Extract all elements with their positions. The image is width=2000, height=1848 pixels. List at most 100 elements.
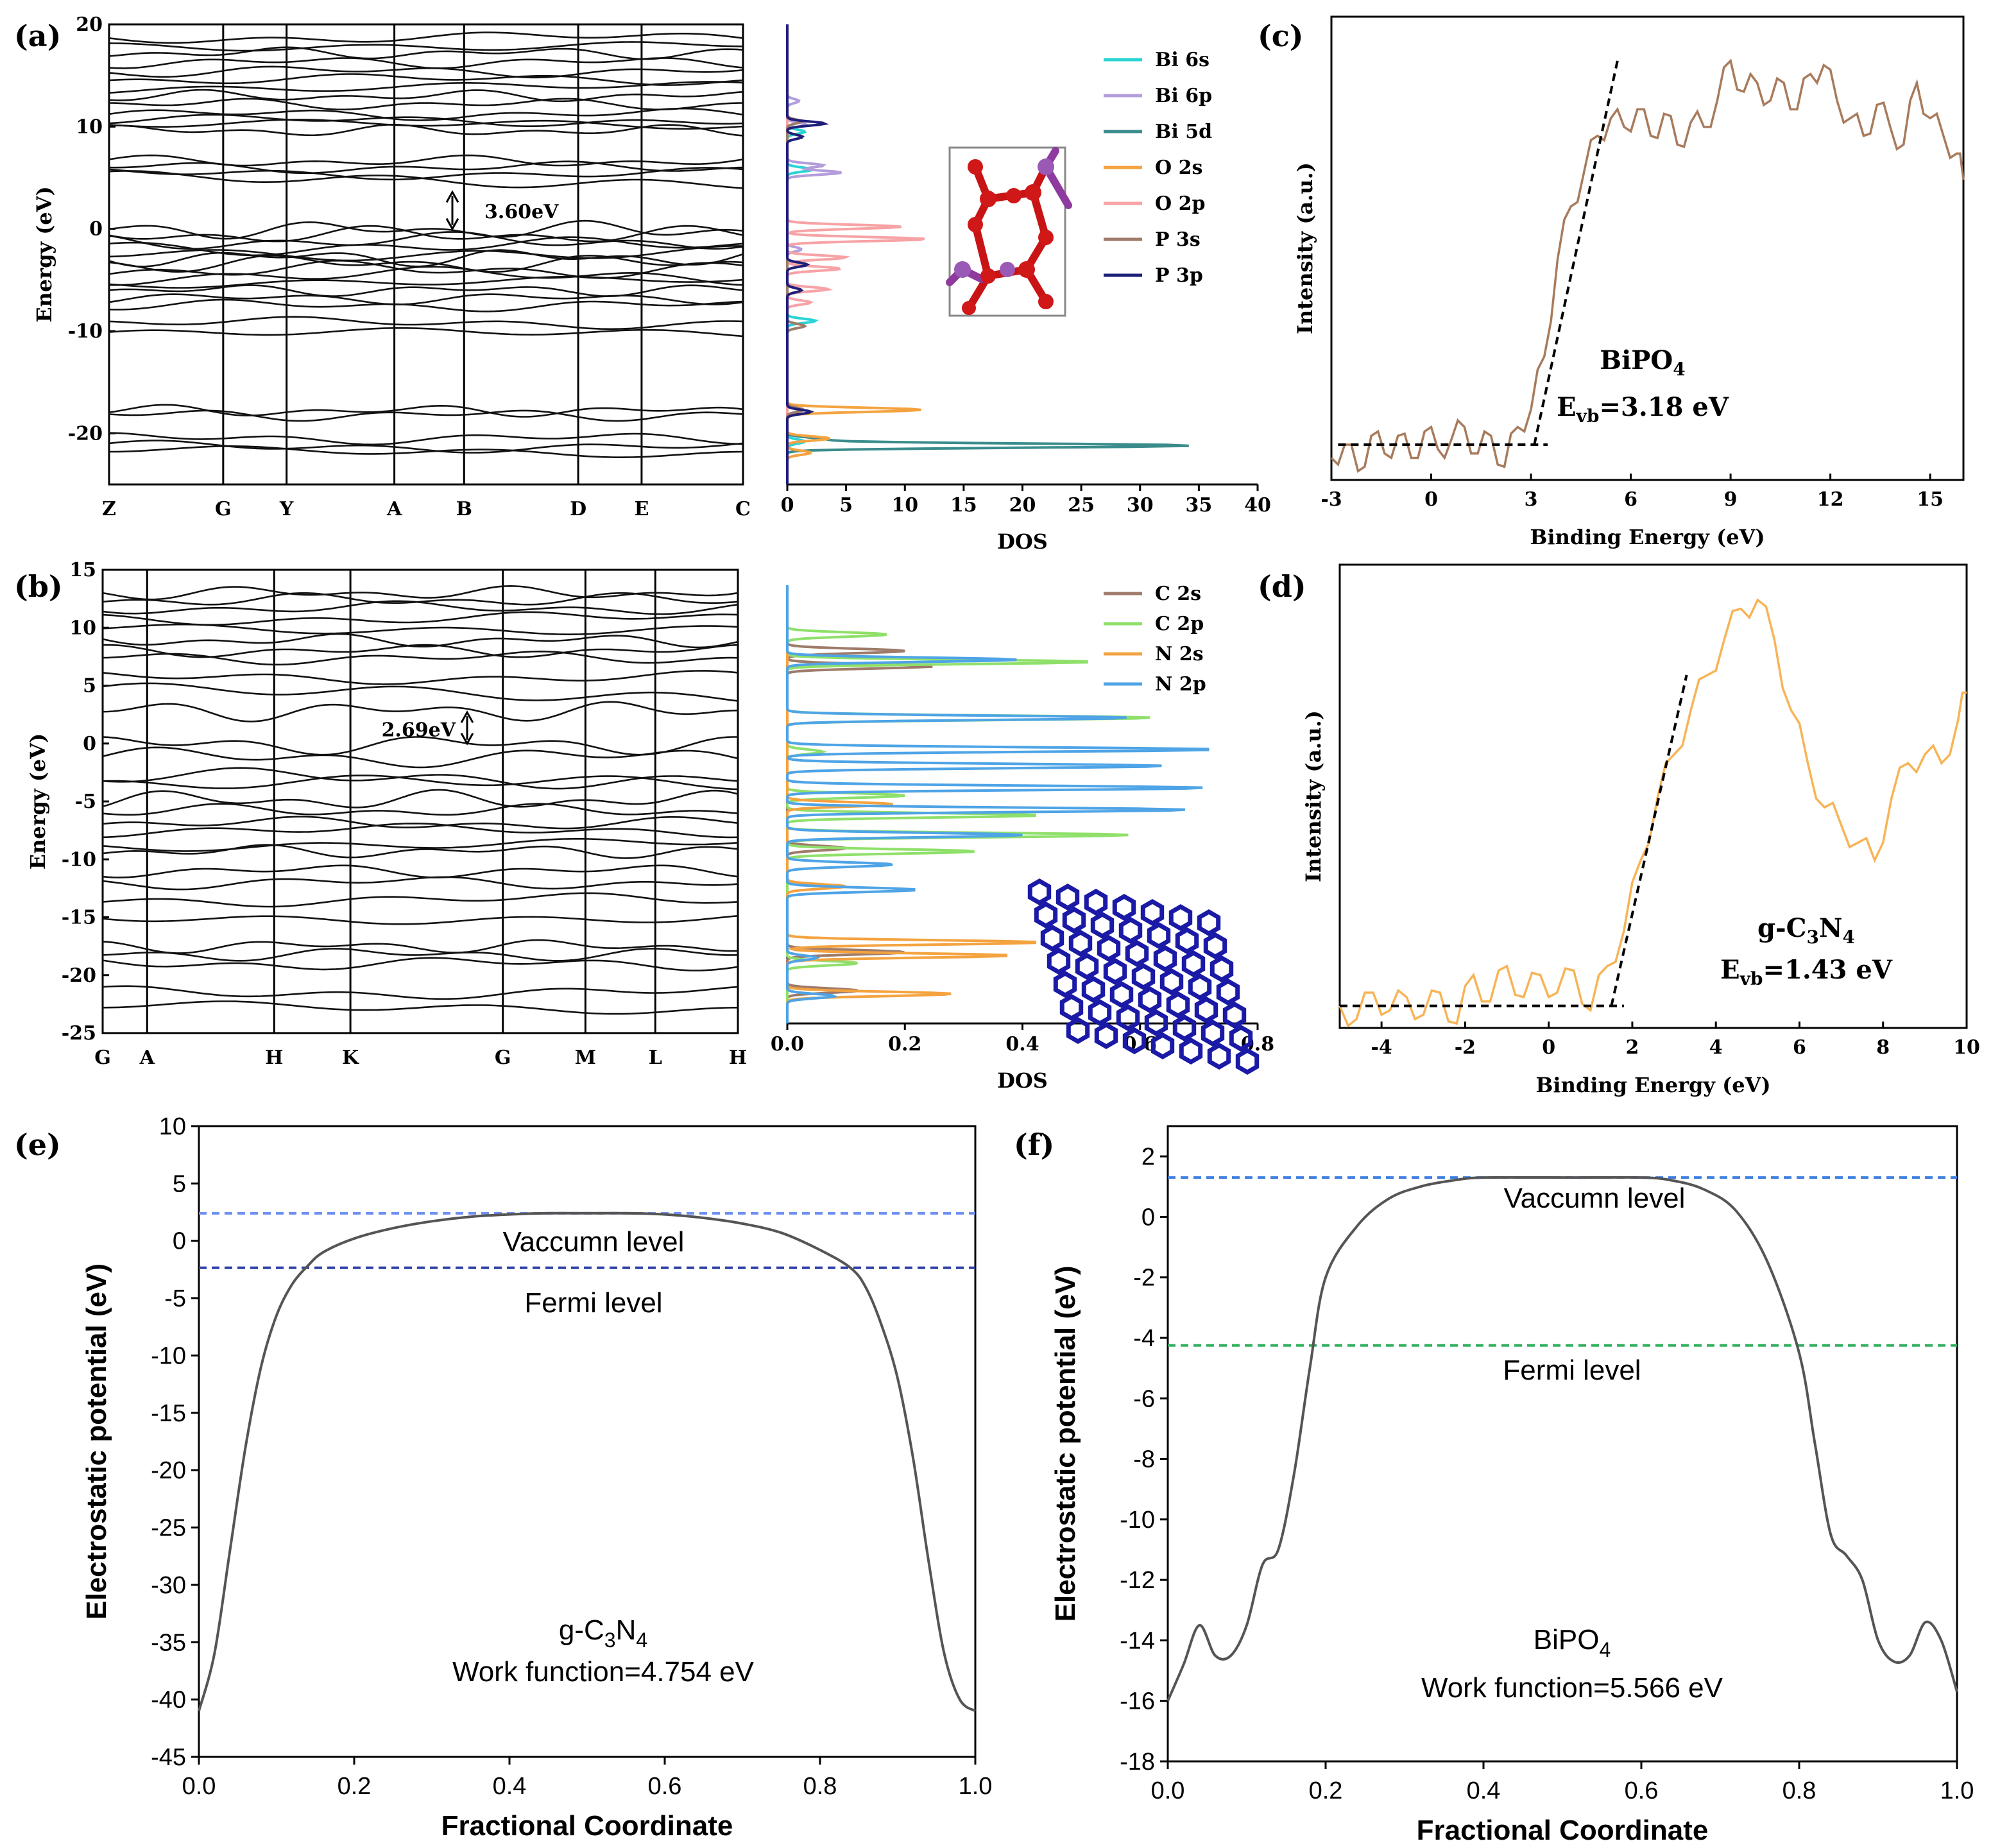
x-tick-label: 0.6: [648, 1773, 682, 1800]
band-line: [102, 736, 738, 756]
lattice-hexagon: [1188, 973, 1212, 1001]
y-tick-label: -20: [68, 422, 103, 445]
d-material-sub: 3: [1806, 927, 1818, 948]
y-tick-label: 0: [173, 1228, 186, 1255]
y-tick-label: -12: [1120, 1567, 1155, 1594]
band-line: [108, 231, 744, 250]
k-point-label: G: [495, 1047, 511, 1069]
d-material-text: g-C: [1757, 913, 1806, 943]
potential-curve: [1167, 1176, 1958, 1702]
plot-frame: [198, 1125, 977, 1758]
y-tick-label: 0: [83, 733, 96, 755]
band-line: [108, 98, 744, 111]
band-line: [102, 1000, 738, 1015]
x-tick-label: 0.6: [1625, 1777, 1659, 1804]
x-tick-label: 0.4: [493, 1773, 527, 1800]
band-line: [108, 316, 744, 330]
lattice-hexagon: [1056, 883, 1080, 911]
lattice-hexagon: [1027, 878, 1052, 906]
band-line: [102, 774, 739, 791]
svg-text:g-C3N4: g-C3N4: [1757, 913, 1855, 948]
c-evb-sub: vb: [1576, 406, 1600, 427]
lattice-hexagon: [1222, 1001, 1247, 1029]
arrow-head-bottom: [445, 218, 459, 231]
band-line: [102, 844, 739, 859]
y-tick-label: -5: [164, 1285, 186, 1312]
band-line: [108, 327, 744, 338]
arrow-head-bottom: [460, 733, 474, 746]
dos-series-bi-5d: [786, 24, 1189, 484]
c-material-text: BiPO: [1600, 345, 1673, 375]
band-line: [108, 225, 744, 243]
plot-frame: [1167, 1125, 1958, 1763]
lattice-hexagon: [1062, 906, 1086, 934]
band-line: [108, 81, 744, 94]
y-tick-label: -10: [1120, 1507, 1155, 1534]
y-tick-label: -5: [75, 791, 96, 813]
lattice-hexagon: [1131, 963, 1156, 991]
band-line: [108, 46, 744, 60]
band-line: [102, 803, 739, 816]
y-tick-label: 20: [76, 13, 103, 36]
svg-text:Evb=3.18 eV: Evb=3.18 eV: [1557, 392, 1729, 427]
band-line: [102, 838, 739, 852]
lattice-hexagon: [1138, 986, 1162, 1014]
k-point-label: H: [265, 1047, 283, 1069]
lattice-hexagon: [1216, 978, 1240, 1006]
band-line: [108, 123, 744, 137]
band-line: [108, 298, 744, 312]
legend-label: N 2s: [1155, 643, 1204, 665]
band-line: [102, 644, 739, 658]
k-point-label: Y: [279, 498, 294, 520]
band-line: [102, 957, 739, 971]
band-line: [108, 114, 744, 127]
f-material-sub: 4: [1599, 1638, 1611, 1661]
y-tick-label: -15: [62, 907, 96, 929]
band-line: [108, 236, 744, 257]
band-line: [102, 633, 739, 649]
x-tick-label: 15: [1917, 488, 1944, 511]
lattice-hexagon: [1090, 911, 1115, 939]
lattice-hexagon: [1084, 888, 1108, 916]
x-tick-label: 25: [1068, 494, 1095, 517]
y-tick-label: -25: [62, 1022, 96, 1045]
legend-label: N 2p: [1155, 673, 1206, 696]
y-tick-label: -14: [1120, 1627, 1155, 1654]
band-gap-label: 2.69eV: [382, 719, 456, 741]
lattice-hexagon: [1153, 945, 1177, 973]
y-axis-title: Intensity (a.u.): [1293, 162, 1317, 334]
y-tick-label: -20: [151, 1457, 186, 1484]
y-tick-label: -10: [62, 848, 96, 871]
band-line: [102, 611, 739, 626]
y-axis-title: Intensity (a.u.): [1301, 710, 1326, 882]
y-tick-label: 0: [1141, 1204, 1155, 1231]
panel-f-electrostatic-potential: 0.0 0.2 0.4 0.6 0.8 1.0 2 0 -2 -4 -6 -8 -10 -12 -14 -16…: [1050, 1125, 1974, 1846]
band-line: [102, 585, 739, 601]
band-line: [102, 864, 739, 878]
x-axis-title: Binding Energy (eV): [1535, 1073, 1770, 1097]
dos-series-n-2s: [786, 585, 1036, 1023]
dos-series-o-2p: [786, 24, 925, 484]
x-axis-title: DOS: [997, 529, 1048, 554]
lattice-hexagon: [1068, 929, 1093, 957]
x-tick-label: 6: [1624, 488, 1637, 511]
x-tick-label: 3: [1525, 488, 1538, 511]
f-fermi-label: Fermi level: [1503, 1355, 1641, 1386]
band-line: [108, 160, 744, 175]
y-tick-label: -20: [62, 964, 96, 987]
lattice-hexagon: [1235, 1047, 1260, 1075]
k-point-label: K: [342, 1047, 359, 1069]
panel-e-annotation: Vaccumn level Fermi level g-C3N4 Work fu…: [452, 1226, 755, 1688]
y-tick-label: -4: [1133, 1325, 1155, 1352]
band-line: [102, 892, 739, 908]
c-evb-label: E: [1557, 392, 1577, 422]
legend-label: Bi 5d: [1155, 121, 1212, 143]
x-tick-label: 5: [839, 494, 853, 517]
lattice-hexagon: [1053, 970, 1077, 998]
plot-frame: [101, 569, 739, 1034]
y-axis-title: Energy (eV): [32, 186, 56, 322]
lattice-hexagon: [1166, 991, 1190, 1019]
band-line: [102, 623, 739, 636]
linear-fit-line: [1533, 60, 1619, 445]
